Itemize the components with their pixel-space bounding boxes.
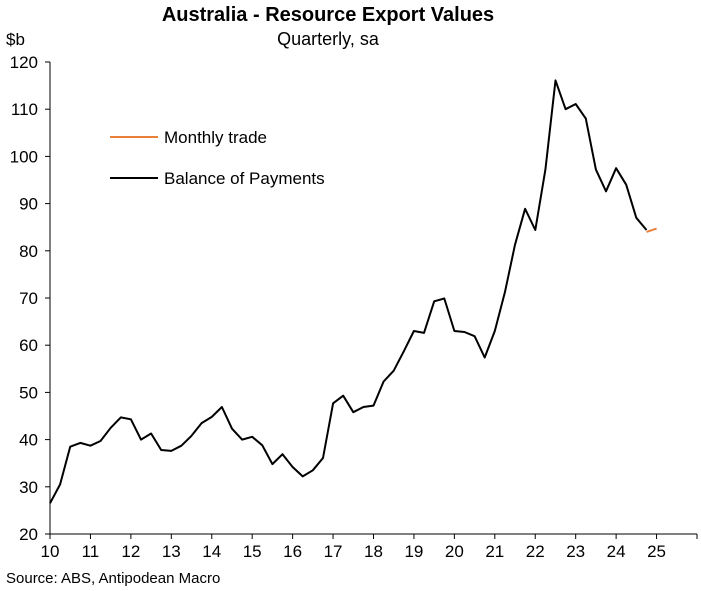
x-tick-label: 23	[566, 542, 585, 561]
x-tick-label: 15	[243, 542, 262, 561]
x-tick-label: 20	[445, 542, 464, 561]
y-tick-label: 100	[10, 147, 38, 166]
x-tick-label: 13	[162, 542, 181, 561]
x-tick-label: 22	[526, 542, 545, 561]
x-tick-label: 17	[324, 542, 343, 561]
legend: Monthly trade Balance of Payments	[110, 128, 325, 188]
x-tick-label: 21	[485, 542, 504, 561]
x-tick-label: 18	[364, 542, 383, 561]
chart-subtitle: Quarterly, sa	[277, 29, 379, 49]
y-tick-label: 20	[19, 525, 38, 544]
x-tick-label: 12	[121, 542, 140, 561]
x-tick-label: 25	[647, 542, 666, 561]
series-line-monthly-trade	[646, 227, 657, 233]
series-lines	[49, 79, 657, 504]
y-axis-unit-label: $b	[6, 30, 25, 49]
x-tick-label: 10	[41, 542, 60, 561]
x-tick-label: 14	[202, 542, 221, 561]
x-tick-label: 24	[607, 542, 626, 561]
y-tick-label: 90	[19, 195, 38, 214]
axis-ticks: 20 30 40 50 60 70 80 90 100 110 120 10 11 12 13 14 15 16 1…	[10, 53, 698, 561]
y-tick-label: 40	[19, 431, 38, 450]
y-tick-label: 60	[19, 336, 38, 355]
y-tick-label: 80	[19, 242, 38, 261]
y-tick-label: 110	[11, 100, 38, 119]
series-line-balance-of-payments	[49, 79, 648, 504]
chart-title: Australia - Resource Export Values	[161, 4, 495, 26]
legend-label-monthly-trade: Monthly trade	[164, 128, 267, 147]
x-tick-label: 16	[283, 542, 302, 561]
x-tick-label: 19	[404, 542, 423, 561]
axes	[49, 62, 697, 535]
legend-label-balance-of-payments: Balance of Payments	[164, 169, 325, 188]
y-tick-label: 70	[19, 289, 38, 308]
y-tick-label: 120	[10, 53, 38, 72]
y-tick-label: 50	[19, 383, 38, 402]
y-tick-label: 30	[19, 478, 38, 497]
source-note: Source: ABS, Antipodean Macro	[6, 570, 221, 587]
x-tick-label: 11	[82, 542, 100, 561]
